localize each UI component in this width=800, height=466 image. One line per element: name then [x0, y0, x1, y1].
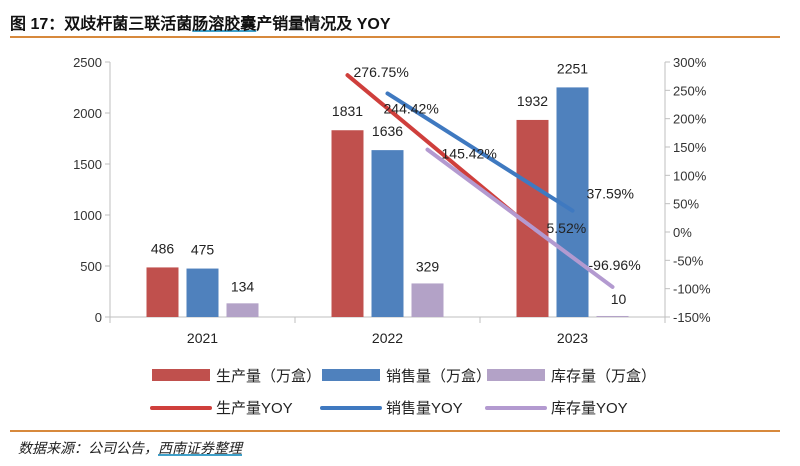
- right-axis-tick-label: 150%: [673, 140, 707, 155]
- bar-value-label: 10: [611, 291, 627, 307]
- legend-label: 生产量YOY: [216, 400, 293, 417]
- legend-label: 库存量（万盒）: [551, 368, 656, 385]
- bar-2021-series-1: [186, 268, 219, 317]
- yoy-value-label: 244.42%: [384, 100, 439, 116]
- x-axis-category-label: 2022: [372, 330, 403, 346]
- legend-swatch-bar: [152, 369, 210, 381]
- bar-value-label: 1932: [517, 93, 548, 109]
- right-axis-tick-label: 250%: [673, 83, 707, 98]
- right-axis-tick-label: 50%: [673, 197, 699, 212]
- legend-label: 销售量YOY: [386, 400, 463, 417]
- left-axis-tick-label: 500: [80, 259, 102, 274]
- right-axis-tick-label: 0%: [673, 225, 692, 240]
- source-prefix: 数据来源：公司公告，: [18, 440, 158, 456]
- bottom-rule: [10, 430, 780, 432]
- left-axis-tick-label: 2500: [73, 55, 102, 70]
- bar-value-label: 1636: [372, 123, 403, 139]
- bar-value-label: 475: [191, 242, 215, 258]
- title-prefix: 图 17：双歧杆菌三联活菌: [10, 16, 193, 33]
- yoy-value-label: 37.59%: [587, 186, 634, 202]
- bar-value-label: 486: [151, 240, 175, 256]
- yoy-value-label: -96.96%: [589, 257, 641, 273]
- right-axis-tick-label: -50%: [673, 253, 704, 268]
- bar-value-label: 2251: [557, 60, 588, 76]
- left-axis-tick-label: 1500: [73, 157, 102, 172]
- bar-2023-series-2: [596, 315, 629, 317]
- title-highlight: 肠溶胶囊: [192, 16, 257, 33]
- bar-2021-series-2: [226, 303, 259, 317]
- bar-value-label: 329: [416, 258, 440, 274]
- bar-value-label: 134: [231, 278, 255, 294]
- figure-header: 图 17：双歧杆菌三联活菌肠溶胶囊产销量情况及 YOY: [0, 0, 800, 40]
- left-axis-tick-label: 1000: [73, 208, 102, 223]
- yoy-value-label: 5.52%: [547, 220, 587, 236]
- bar-2022-series-0: [331, 130, 364, 317]
- yoy-value-label: 145.42%: [442, 146, 497, 162]
- bar-value-label: 1831: [332, 103, 363, 119]
- source-note: 数据来源：公司公告，西南证券整理: [18, 438, 242, 458]
- right-axis-tick-label: -100%: [673, 282, 711, 297]
- yoy-line-2: [425, 147, 615, 289]
- legend-label: 库存量YOY: [551, 400, 628, 417]
- right-axis-tick-label: 100%: [673, 168, 707, 183]
- top-rule: [10, 36, 780, 38]
- left-axis-tick-label: 0: [95, 310, 102, 325]
- title-suffix: 产销量情况及 YOY: [256, 16, 391, 33]
- figure-title: 图 17：双歧杆菌三联活菌肠溶胶囊产销量情况及 YOY: [10, 10, 391, 34]
- legend-swatch-bar: [322, 369, 380, 381]
- x-axis-category-label: 2023: [557, 330, 588, 346]
- bar-2022-series-1: [371, 150, 404, 317]
- legend-label: 销售量（万盒）: [386, 368, 491, 385]
- legend-swatch-bar: [487, 369, 545, 381]
- x-axis-category-label: 2021: [187, 330, 218, 346]
- yoy-line-1: [385, 91, 575, 213]
- left-axis-tick-label: 2000: [73, 106, 102, 121]
- right-axis-tick-label: 200%: [673, 112, 707, 127]
- right-axis-tick-label: 300%: [673, 55, 707, 70]
- source-highlight: 西南证券整理: [158, 440, 242, 456]
- right-axis-tick-label: -150%: [673, 310, 711, 325]
- bar-2022-series-2: [411, 283, 444, 317]
- yoy-value-label: 276.75%: [354, 64, 409, 80]
- bar-2021-series-0: [146, 267, 179, 317]
- chart-container: 0 500 1000 1500 2000 2500 300% 250% 200% 150% 100%…: [0, 40, 800, 430]
- figure-footer: 数据来源：公司公告，西南证券整理: [0, 430, 800, 466]
- legend-label: 生产量（万盒）: [216, 368, 321, 385]
